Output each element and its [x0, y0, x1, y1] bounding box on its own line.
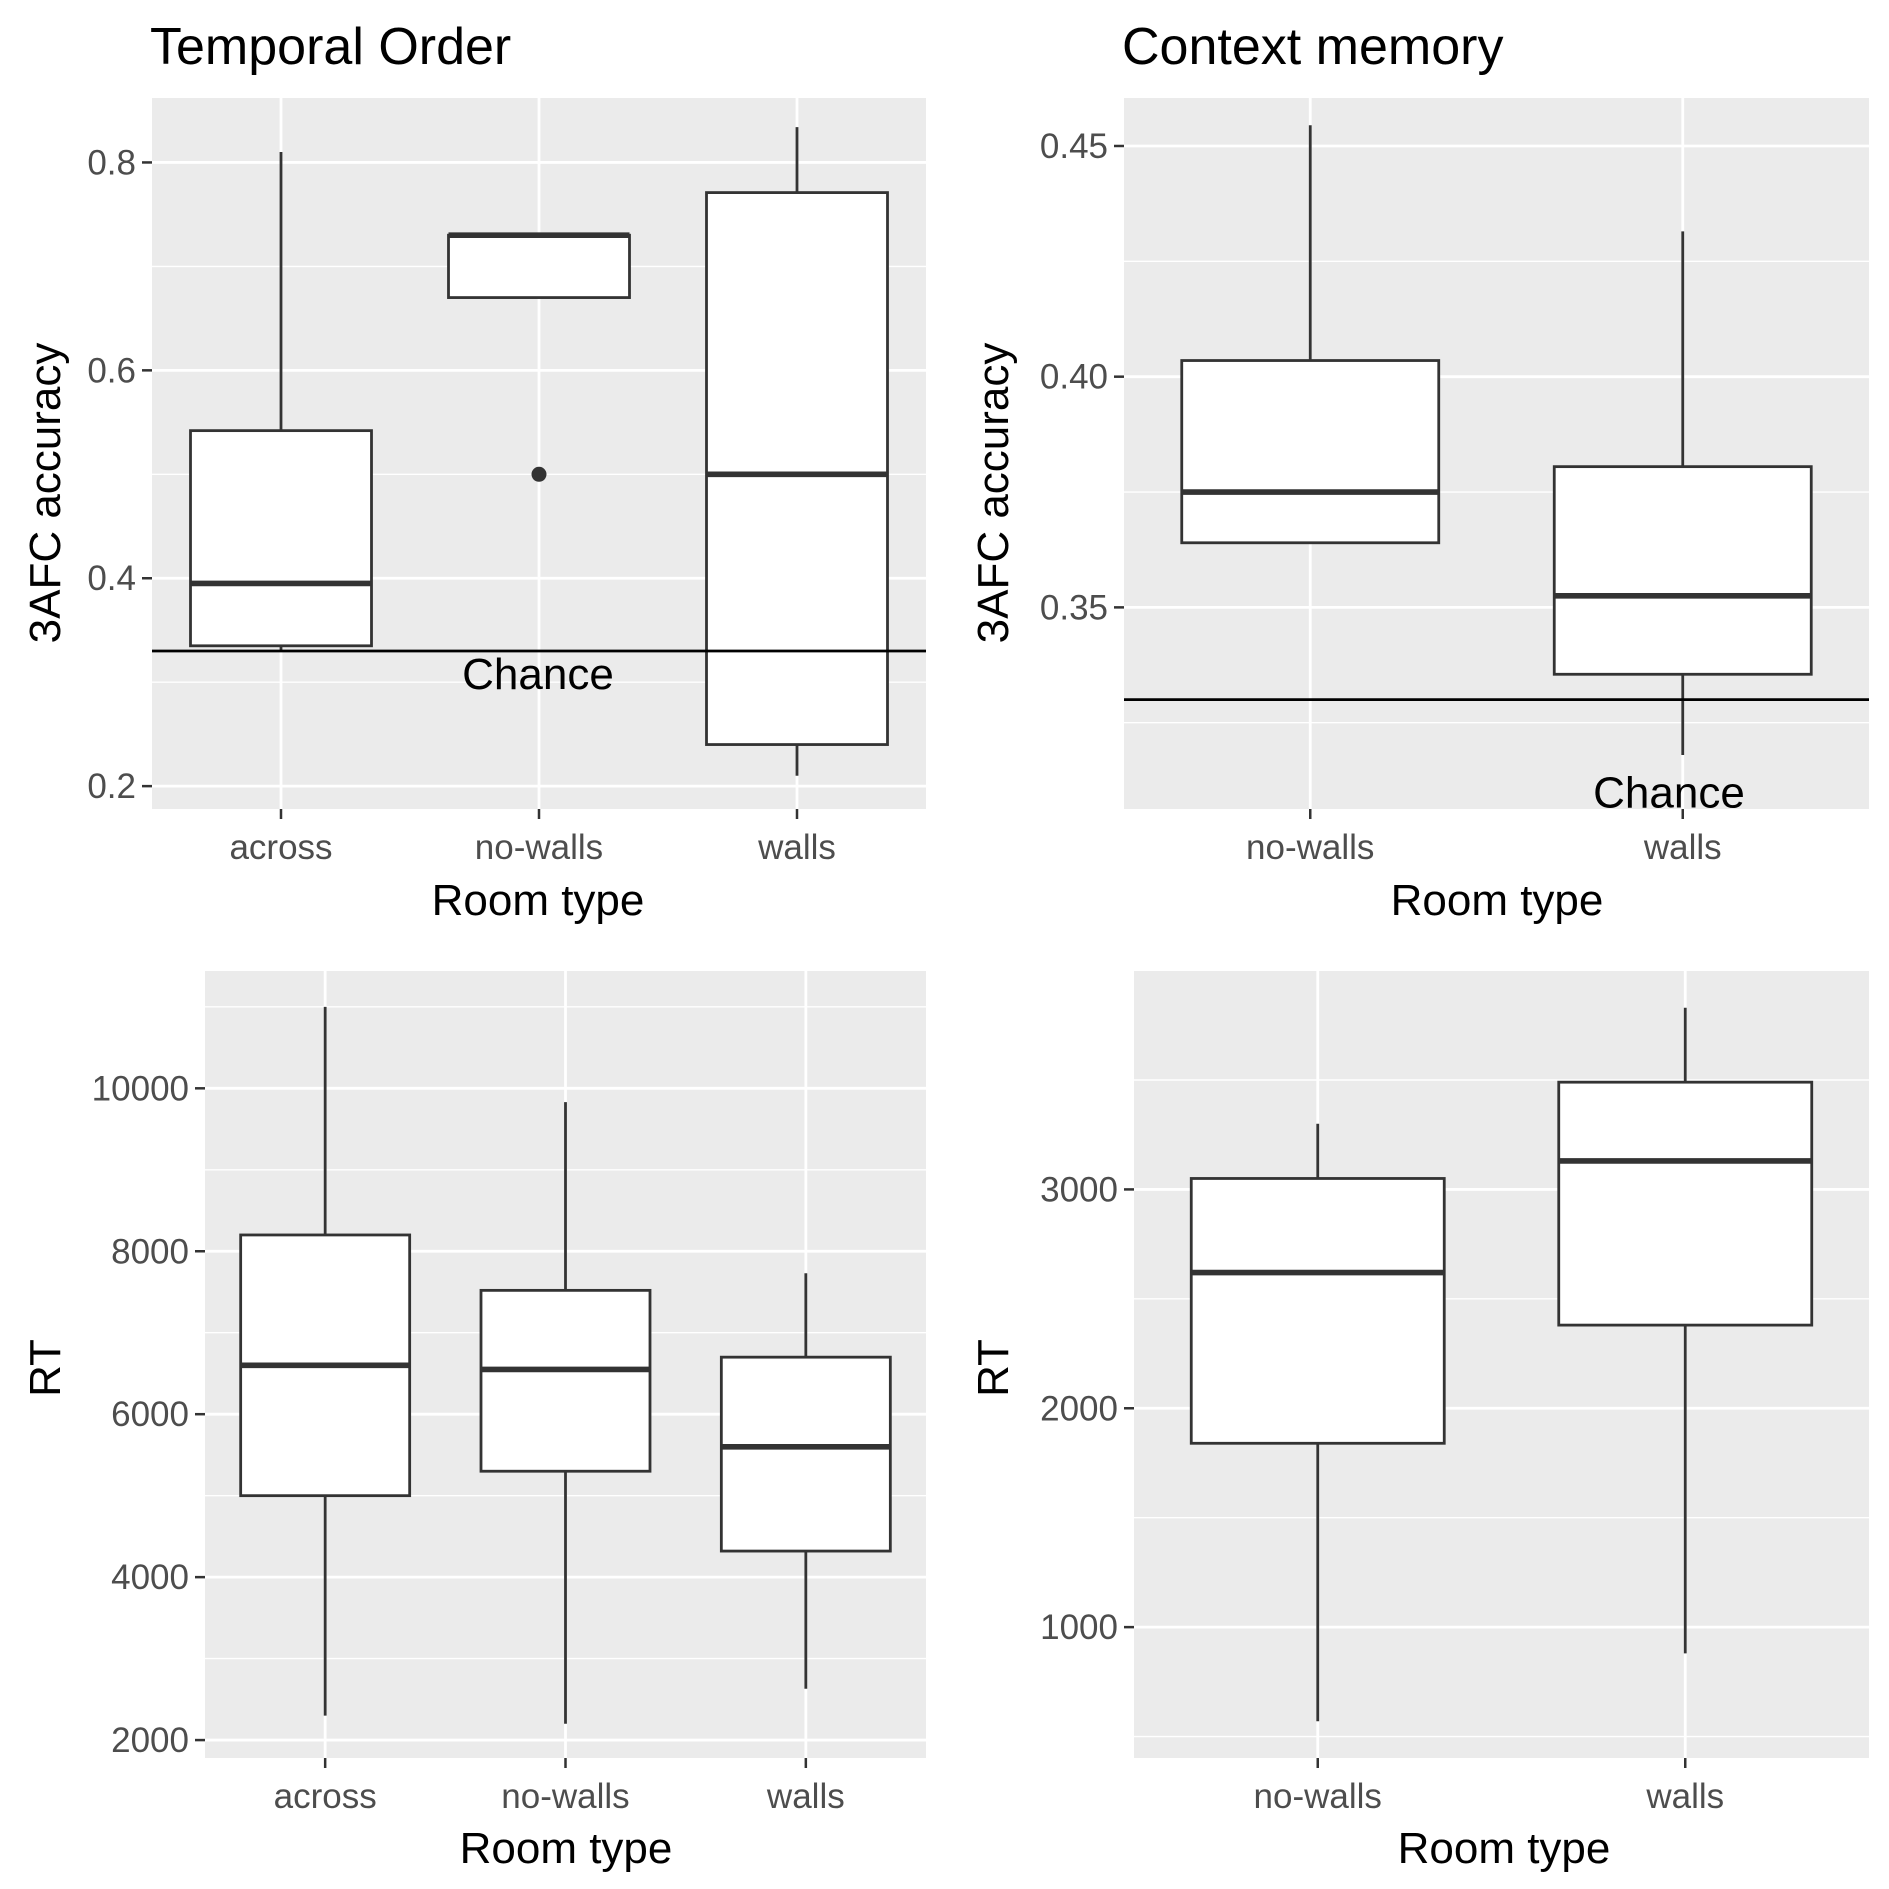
panel-context-rt: 1000 2000 3000 no-walls walls Room type RT: [969, 971, 1869, 1873]
box-walls: [1552, 231, 1813, 756]
y-axis-title: RT: [21, 1339, 70, 1397]
y-tick-label: 3000: [1040, 1170, 1118, 1209]
panel-temporal-rt: 2000 4000 6000 8000 10000 across no-walls walls…: [21, 971, 926, 1873]
y-axis-title: 3AFC accuracy: [969, 343, 1018, 644]
y-tick-label: 2000: [1040, 1389, 1118, 1428]
box-body: [479, 1288, 652, 1473]
x-tick-label: no-walls: [501, 1777, 629, 1816]
chance-label: Chance: [1593, 769, 1745, 818]
box-body: [1552, 465, 1813, 676]
box-walls: [705, 127, 889, 776]
x-tick-label: no-walls: [1254, 1777, 1382, 1816]
y-tick-label: 0.45: [1040, 127, 1108, 166]
box-walls: [1557, 1007, 1814, 1654]
box-body: [719, 1355, 892, 1553]
panel-title: Context memory: [1122, 18, 1503, 76]
chance-label: Chance: [462, 650, 614, 699]
x-axis-title: Room type: [1391, 876, 1604, 925]
x-axis-title: Room type: [460, 1824, 673, 1873]
box-body: [1557, 1080, 1814, 1327]
y-tick-label: 2000: [111, 1721, 189, 1760]
box-body: [189, 429, 373, 648]
x-axis-title: Room type: [432, 876, 645, 925]
y-tick-label: 0.40: [1040, 358, 1108, 397]
y-tick-label: 0.6: [87, 351, 136, 390]
x-tick-label: walls: [1643, 828, 1722, 867]
y-tick-label: 10000: [92, 1069, 189, 1108]
box-body: [447, 233, 631, 299]
box-no-walls: [1180, 125, 1441, 545]
box-body: [705, 191, 889, 746]
y-tick-label: 0.4: [87, 559, 136, 598]
box-no-walls: [1189, 1123, 1446, 1722]
y-tick-label: 1000: [1040, 1608, 1118, 1647]
x-tick-label: walls: [757, 828, 836, 867]
panel-title: Temporal Order: [150, 18, 511, 76]
outlier-point: [531, 466, 547, 482]
x-tick-label: walls: [766, 1777, 845, 1816]
panel-context-accuracy: Context memory 0.35 0.40 0.45 no-walls walls…: [969, 18, 1869, 925]
box-body: [1180, 359, 1441, 545]
box-walls: [719, 1273, 892, 1689]
plot-area: 0.35 0.40 0.45 no-walls walls Chance: [1040, 98, 1869, 867]
y-tick-label: 0.2: [87, 767, 136, 806]
box-body: [1189, 1177, 1446, 1445]
box-no-walls: [479, 1102, 652, 1724]
y-tick-label: 0.35: [1040, 588, 1108, 627]
plot-area: 0.2 0.4 0.6 0.8 across no-walls walls Chance: [87, 98, 926, 867]
y-tick-label: 4000: [111, 1558, 189, 1597]
box-across: [189, 152, 373, 651]
box-across: [239, 1006, 412, 1716]
x-tick-label: across: [274, 1777, 377, 1816]
y-tick-label: 0.8: [87, 143, 136, 182]
panel-temporal-accuracy: Temporal Order 0.2 0.4 0.6 0.8 across no-wall…: [21, 18, 926, 925]
y-axis-title: RT: [969, 1339, 1018, 1397]
y-axis-title: 3AFC accuracy: [21, 343, 70, 644]
y-tick-label: 8000: [111, 1232, 189, 1271]
x-tick-label: across: [229, 828, 332, 867]
plot-area: 1000 2000 3000 no-walls walls: [1040, 971, 1869, 1816]
box-no-walls: [447, 232, 631, 482]
x-tick-label: no-walls: [1246, 828, 1374, 867]
x-tick-label: walls: [1645, 1777, 1724, 1816]
y-tick-label: 6000: [111, 1395, 189, 1434]
x-axis-title: Room type: [1398, 1824, 1611, 1873]
plot-area: 2000 4000 6000 8000 10000 across no-walls walls: [92, 971, 926, 1816]
x-tick-label: no-walls: [475, 828, 603, 867]
